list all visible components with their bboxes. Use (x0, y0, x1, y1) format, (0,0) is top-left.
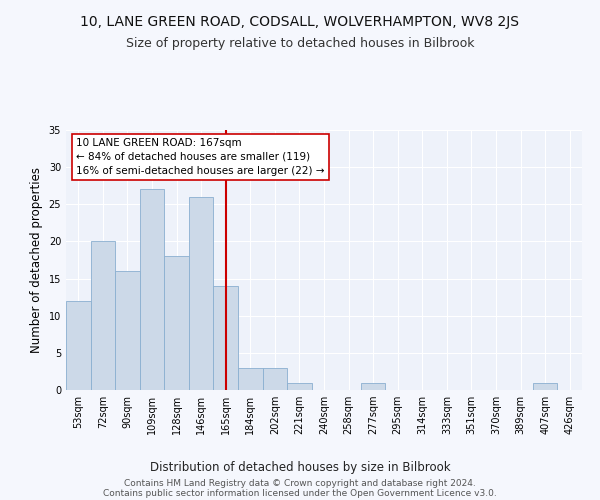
Text: 10 LANE GREEN ROAD: 167sqm
← 84% of detached houses are smaller (119)
16% of sem: 10 LANE GREEN ROAD: 167sqm ← 84% of deta… (76, 138, 325, 176)
Text: 10, LANE GREEN ROAD, CODSALL, WOLVERHAMPTON, WV8 2JS: 10, LANE GREEN ROAD, CODSALL, WOLVERHAMP… (80, 15, 520, 29)
Bar (91, 242, 115, 390)
Bar (263, 368, 287, 390)
Bar (189, 197, 214, 390)
Text: Size of property relative to detached houses in Bilbrook: Size of property relative to detached ho… (126, 38, 474, 51)
Bar (115, 271, 140, 390)
Text: Distribution of detached houses by size in Bilbrook: Distribution of detached houses by size … (149, 461, 451, 474)
Bar (361, 382, 385, 390)
Bar (140, 190, 164, 390)
Text: Contains public sector information licensed under the Open Government Licence v3: Contains public sector information licen… (103, 490, 497, 498)
Bar (214, 286, 238, 390)
Text: Contains HM Land Registry data © Crown copyright and database right 2024.: Contains HM Land Registry data © Crown c… (124, 480, 476, 488)
Bar (66, 301, 91, 390)
Bar (164, 256, 189, 390)
Bar (287, 382, 312, 390)
Y-axis label: Number of detached properties: Number of detached properties (30, 167, 43, 353)
Bar (238, 368, 263, 390)
Bar (533, 382, 557, 390)
